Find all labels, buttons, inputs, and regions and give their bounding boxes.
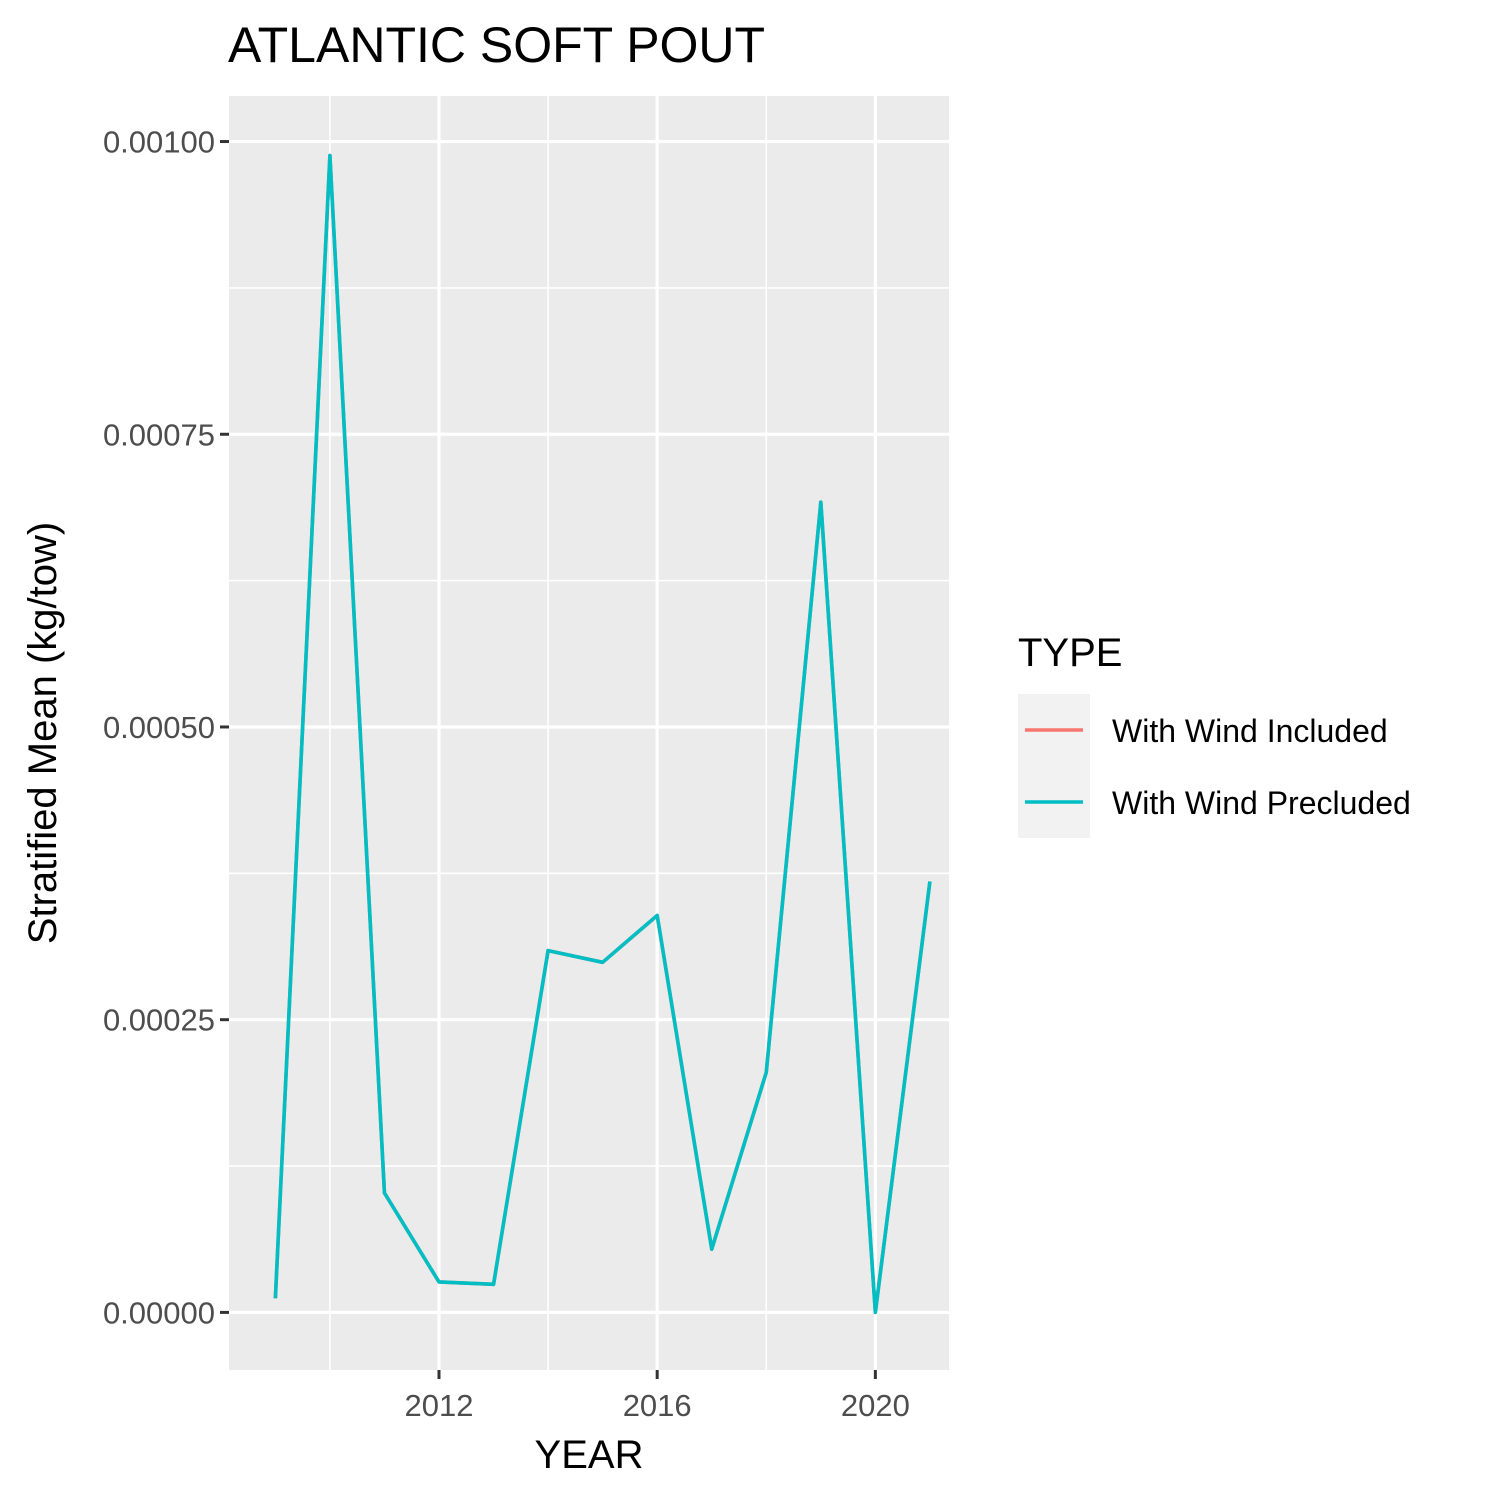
legend-title: TYPE	[1018, 631, 1122, 675]
legend-keys	[1025, 728, 1083, 804]
series-layer	[273, 153, 932, 1315]
grid-major	[229, 96, 949, 1370]
y-tick-label: 0.00100	[103, 125, 215, 160]
y-tick-label: 0.00050	[103, 710, 215, 745]
y-axis-title: Stratified Mean (kg/tow)	[21, 522, 65, 944]
plot-panel	[229, 96, 949, 1370]
legend-label-with-wind-included: With Wind Included	[1112, 713, 1388, 749]
x-axis: 2012 2016 2020	[405, 1370, 910, 1423]
y-tick-label: 0.00025	[103, 1003, 215, 1038]
x-tick-label: 2020	[841, 1388, 910, 1423]
y-tick-label: 0.00075	[103, 417, 215, 452]
legend: TYPE With Wind Included With Wind Preclu…	[1018, 631, 1411, 838]
x-tick-label: 2012	[405, 1388, 474, 1423]
x-axis-title: YEAR	[535, 1433, 644, 1477]
legend-label-with-wind-precluded: With Wind Precluded	[1112, 785, 1411, 821]
chart-title: ATLANTIC SOFT POUT	[228, 17, 765, 73]
grid-minor	[229, 96, 949, 1370]
y-tick-label: 0.00000	[103, 1295, 215, 1330]
y-axis: 0.00000 0.00025 0.00050 0.00075 0.00100	[103, 125, 229, 1330]
series-line-with-wind-precluded	[273, 153, 932, 1315]
x-tick-label: 2016	[623, 1388, 692, 1423]
